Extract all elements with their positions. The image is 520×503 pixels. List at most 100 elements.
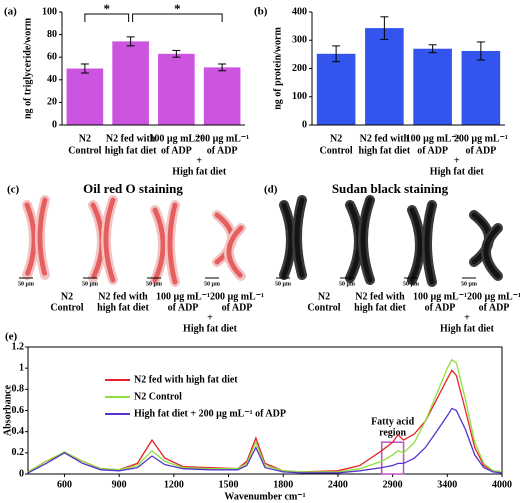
group-note: + [464,312,470,323]
image-caption: N2 [61,291,73,302]
worm-stain [152,207,166,283]
y-tick-label: 100 [292,91,307,102]
panel-label: (c) [7,184,20,196]
y-tick-label: 20 [47,97,57,108]
scale-label: 50 µm [461,281,477,287]
significance-label: * [174,1,181,16]
group-note: High fat diet [430,166,485,177]
image-caption: N2 [318,291,330,302]
image-caption: high fat diet [97,302,149,313]
bar [316,53,356,126]
y-tick-label: 0.6 [12,405,25,416]
x-tick-label: 900 [112,479,127,490]
worm-stain [226,225,244,279]
x-tick-label: of ADP [417,145,448,156]
x-tick-label: 3400 [437,479,457,490]
worm-stain [37,197,48,278]
worm-stain [167,202,178,285]
group-note: High fat diet [183,323,238,334]
x-tick-label: N2 fed with [360,133,410,144]
panel-label: (d) [264,184,278,196]
group-note: + [454,155,460,166]
x-tick-label: N2 [330,133,342,144]
image-caption: N2 fed with [98,291,148,302]
image-caption: Control [50,302,83,313]
worm-stain [483,225,501,279]
image-caption: of ADP [168,302,199,313]
x-tick-label: high fat diet [105,145,157,156]
bar [461,50,501,125]
x-tick-label: 4000 [492,479,512,490]
x-tick-label: of ADP [207,145,238,156]
panel-label: (b) [254,6,268,18]
worm-stain [294,197,305,278]
y-tick-label: 100 [42,6,57,17]
image-caption: high fat diet [354,302,406,313]
spectrum-line [27,369,503,473]
group-note: + [207,312,213,323]
scale-label: 50 µm [275,281,291,287]
y-tick-label: 0 [19,468,24,479]
worm-stain [424,202,435,285]
y-axis-label: Absorbance [2,384,13,436]
y-axis-label: ng of protein/worm [272,27,283,110]
image-caption: 200 µg mL⁻¹ [210,291,264,302]
legend-label: High fat diet + 200 µg mL⁻¹ of ADP [134,408,286,419]
image-caption: 100 µg mL⁻¹ [413,291,467,302]
x-tick-label: 600 [57,479,72,490]
x-tick-label: N2 fed with [106,133,156,144]
x-tick-label: 100 µg mL⁻¹ [149,133,203,144]
panel-label: (a) [4,6,17,18]
significance-bracket [84,13,130,22]
y-tick-label: 0.8 [12,384,25,395]
x-tick-label: Control [320,145,353,156]
x-tick-label: high fat diet [359,145,411,156]
spectrum-line [27,407,503,474]
plot-frame [27,346,503,475]
y-tick-label: 1.2 [12,341,25,352]
bar [203,67,241,125]
image-caption: N2 fed with [355,291,405,302]
significance-label: * [104,1,111,16]
x-tick-label: 2400 [328,479,348,490]
x-tick-label: 2900 [383,479,403,490]
x-tick-label: 200 µg mL⁻¹ [195,133,249,144]
y-tick-label: 0.4 [12,426,25,437]
worm-stain [103,197,116,283]
y-tick-label: 40 [47,74,57,85]
image-caption: 200 µg mL⁻¹ [467,291,520,302]
bar [413,48,452,125]
y-tick-label: 0 [52,119,57,130]
y-tick-label: 80 [47,29,57,40]
image-caption: 100 µg mL⁻¹ [156,291,210,302]
spectrum-line [27,358,503,473]
x-tick-label: 1500 [219,479,239,490]
image-caption: of ADP [479,302,510,313]
annotation-text: Fatty acid [371,417,414,428]
worm-stain [24,202,37,278]
y-tick-label: 300 [292,35,307,46]
y-tick-label: 200 [292,63,307,74]
annotation-box [380,441,405,475]
significance-bracket [132,13,223,22]
x-tick-label: of ADP [465,145,496,156]
worm-stain [409,207,423,283]
image-caption: Control [307,302,340,313]
panel-label: (e) [5,331,18,343]
y-tick-label: 0 [302,119,307,130]
bar [365,28,404,125]
image-caption: of ADP [222,302,253,313]
group-note: High fat diet [440,323,495,334]
y-axis-label: ng of triglyceride/worm [22,17,33,119]
y-tick-label: 0.2 [12,447,25,458]
bar [158,53,195,126]
worm-stain [360,197,373,283]
scale-label: 50 µm [339,281,355,287]
x-tick-label: Control [68,145,101,156]
y-tick-label: 1 [19,362,24,373]
legend-label: N2 Control [134,391,182,402]
legend-label: N2 fed with high fat diet [134,374,238,385]
x-tick-label: 100 µg mL⁻¹ [406,133,460,144]
scale-label: 50 µm [204,281,220,287]
